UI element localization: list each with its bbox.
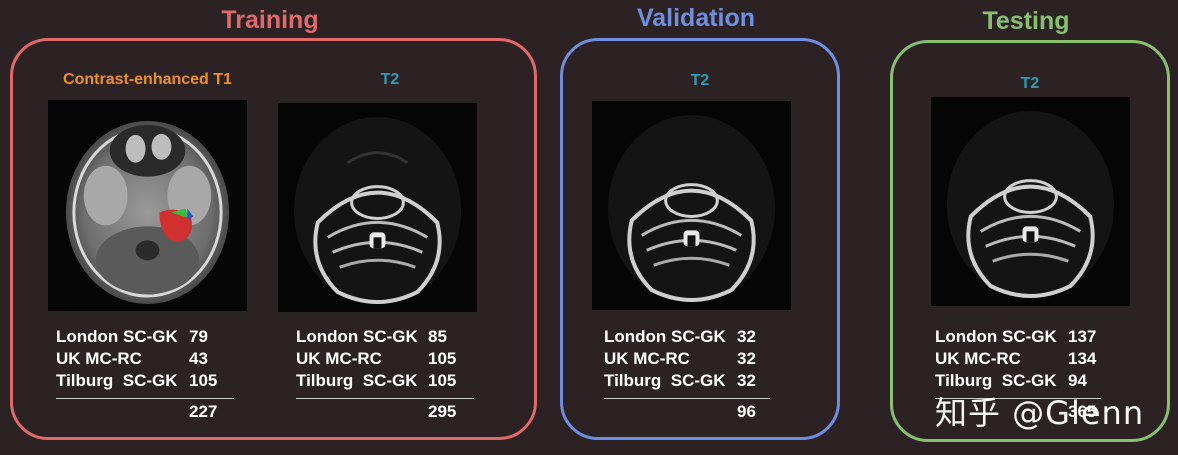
site-count: 105: [428, 349, 457, 368]
testing-stats: London SC-GK 137 UK MC-RC 134 Tilburg SC-G…: [935, 326, 1135, 421]
site-count: 32: [737, 371, 756, 390]
site-name: Tilburg SC-GK: [935, 371, 1057, 390]
stats-row: UK MC-RC 105: [296, 348, 496, 370]
total-count: 365: [1068, 402, 1097, 421]
site-name: UK MC-RC: [296, 349, 382, 368]
site-name: UK MC-RC: [56, 349, 142, 368]
site-name: Tilburg SC-GK: [296, 371, 418, 390]
site-count: 43: [189, 349, 208, 368]
stats-row: UK MC-RC 32: [604, 348, 804, 370]
validation-t2-mri-graphic: [592, 101, 791, 310]
stats-row: Tilburg SC-GK 105: [296, 370, 496, 392]
training-t2-stats: London SC-GK 85 UK MC-RC 105 Tilburg SC-GK…: [296, 326, 496, 421]
site-count: 137: [1068, 327, 1097, 346]
stats-row: UK MC-RC 43: [56, 348, 256, 370]
total-count: 96: [737, 402, 756, 421]
site-count: 105: [428, 371, 457, 390]
site-name: UK MC-RC: [935, 349, 1021, 368]
site-count: 105: [189, 371, 218, 390]
validation-title: Validation: [636, 4, 756, 32]
t1-mri-graphic: [48, 101, 247, 310]
site-name: London SC-GK: [604, 327, 726, 346]
stats-row: London SC-GK 79: [56, 326, 256, 348]
stats-row: Tilburg SC-GK 32: [604, 370, 804, 392]
testing-t2-mri-graphic: [931, 97, 1130, 306]
training-t2-mri-graphic: [278, 103, 477, 312]
training-t2-mri-image: [278, 103, 477, 312]
site-name: Tilburg SC-GK: [56, 371, 178, 390]
stats-row: UK MC-RC 134: [935, 348, 1135, 370]
total-divider: [604, 398, 770, 399]
total-divider: [56, 398, 234, 399]
site-count: 85: [428, 327, 447, 346]
site-count: 79: [189, 327, 208, 346]
validation-stats: London SC-GK 32 UK MC-RC 32 Tilburg SC-GK 3…: [604, 326, 804, 421]
total-count: 295: [428, 402, 457, 421]
stats-row: London SC-GK 32: [604, 326, 804, 348]
stats-row: London SC-GK 85: [296, 326, 496, 348]
training-title: Training: [221, 6, 319, 34]
site-count: 32: [737, 349, 756, 368]
total-count: 227: [189, 402, 218, 421]
site-name: UK MC-RC: [604, 349, 690, 368]
training-t2-label: T2: [380, 71, 400, 88]
validation-t2-label: T2: [690, 72, 710, 89]
total-divider: [296, 398, 474, 399]
watermark: 知乎 @Glenn: [935, 394, 1145, 432]
testing-t2-mri-image: [931, 97, 1130, 306]
site-count: 134: [1068, 349, 1097, 368]
site-name: London SC-GK: [935, 327, 1057, 346]
validation-t2-mri-image: [592, 101, 791, 310]
training-t1-stats: London SC-GK 79 UK MC-RC 43 Tilburg SC-GK 1…: [56, 326, 256, 421]
validation-box: [560, 38, 840, 440]
training-box: [10, 38, 537, 440]
stats-row: Tilburg SC-GK 105: [56, 370, 256, 392]
site-name: London SC-GK: [296, 327, 418, 346]
stats-row: Tilburg SC-GK 94: [935, 370, 1135, 392]
site-name: Tilburg SC-GK: [604, 371, 726, 390]
testing-t2-label: T2: [1020, 75, 1040, 92]
stats-row: London SC-GK 137: [935, 326, 1135, 348]
site-name: London SC-GK: [56, 327, 178, 346]
total-divider: [935, 398, 1101, 399]
testing-box: [890, 40, 1170, 442]
site-count: 94: [1068, 371, 1087, 390]
site-count: 32: [737, 327, 756, 346]
testing-title: Testing: [982, 7, 1070, 35]
t1-mri-image: [48, 100, 247, 311]
training-t1-label: Contrast-enhanced T1: [63, 71, 232, 88]
